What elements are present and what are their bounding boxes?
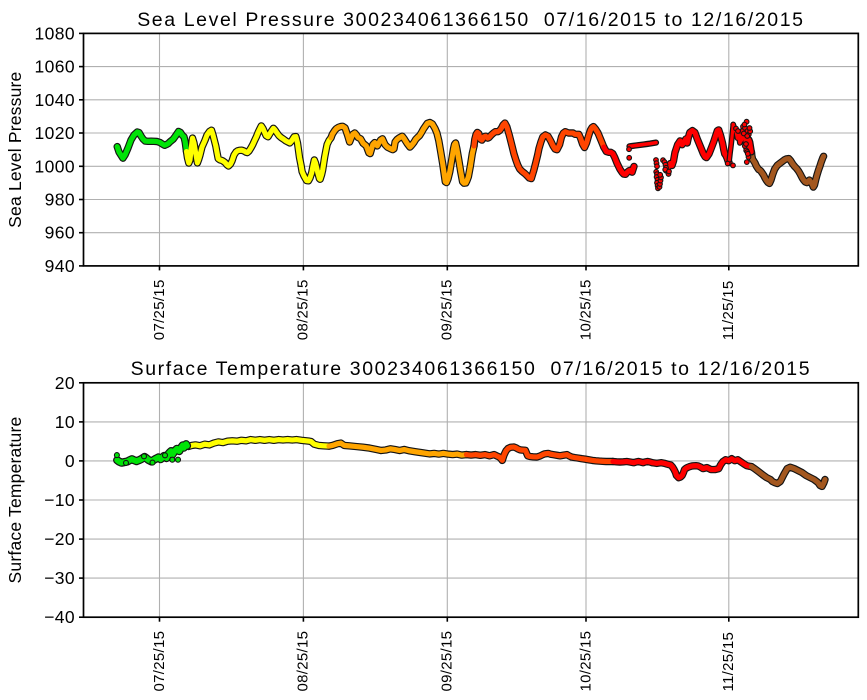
svg-text:07/25/15: 07/25/15 [151,631,168,692]
svg-text:10/25/15: 10/25/15 [577,279,594,340]
svg-text:−30: −30 [44,568,75,588]
svg-text:10/25/15: 10/25/15 [577,631,594,692]
svg-text:Sea Level Pressure: Sea Level Pressure [5,72,25,228]
svg-text:−20: −20 [44,529,75,549]
svg-text:1020: 1020 [34,123,75,143]
svg-text:980: 980 [45,190,75,210]
svg-text:1060: 1060 [34,57,75,77]
svg-text:940: 940 [45,256,75,276]
svg-text:07/25/15: 07/25/15 [151,279,168,340]
svg-text:08/25/15: 08/25/15 [295,631,312,692]
svg-text:08/25/15: 08/25/15 [295,279,312,340]
svg-text:1000: 1000 [34,156,75,176]
svg-text:Sea Level Pressure 30023406136: Sea Level Pressure 300234061366150 07/16… [137,9,804,31]
svg-text:09/25/15: 09/25/15 [439,279,456,340]
svg-text:11/25/15: 11/25/15 [720,632,737,692]
svg-text:Surface Temperature: Surface Temperature [5,417,25,584]
svg-text:1080: 1080 [34,23,75,43]
svg-text:−40: −40 [44,607,75,627]
svg-text:960: 960 [45,223,75,243]
svg-text:1040: 1040 [34,90,75,110]
svg-text:−10: −10 [44,490,75,510]
svg-text:11/25/15: 11/25/15 [720,281,737,341]
svg-text:10: 10 [55,412,75,432]
svg-text:09/25/15: 09/25/15 [439,631,456,692]
svg-text:20: 20 [55,373,75,393]
svg-text:Surface Temperature 3002340613: Surface Temperature 300234061366150 07/1… [131,358,812,380]
svg-text:0: 0 [65,451,75,471]
